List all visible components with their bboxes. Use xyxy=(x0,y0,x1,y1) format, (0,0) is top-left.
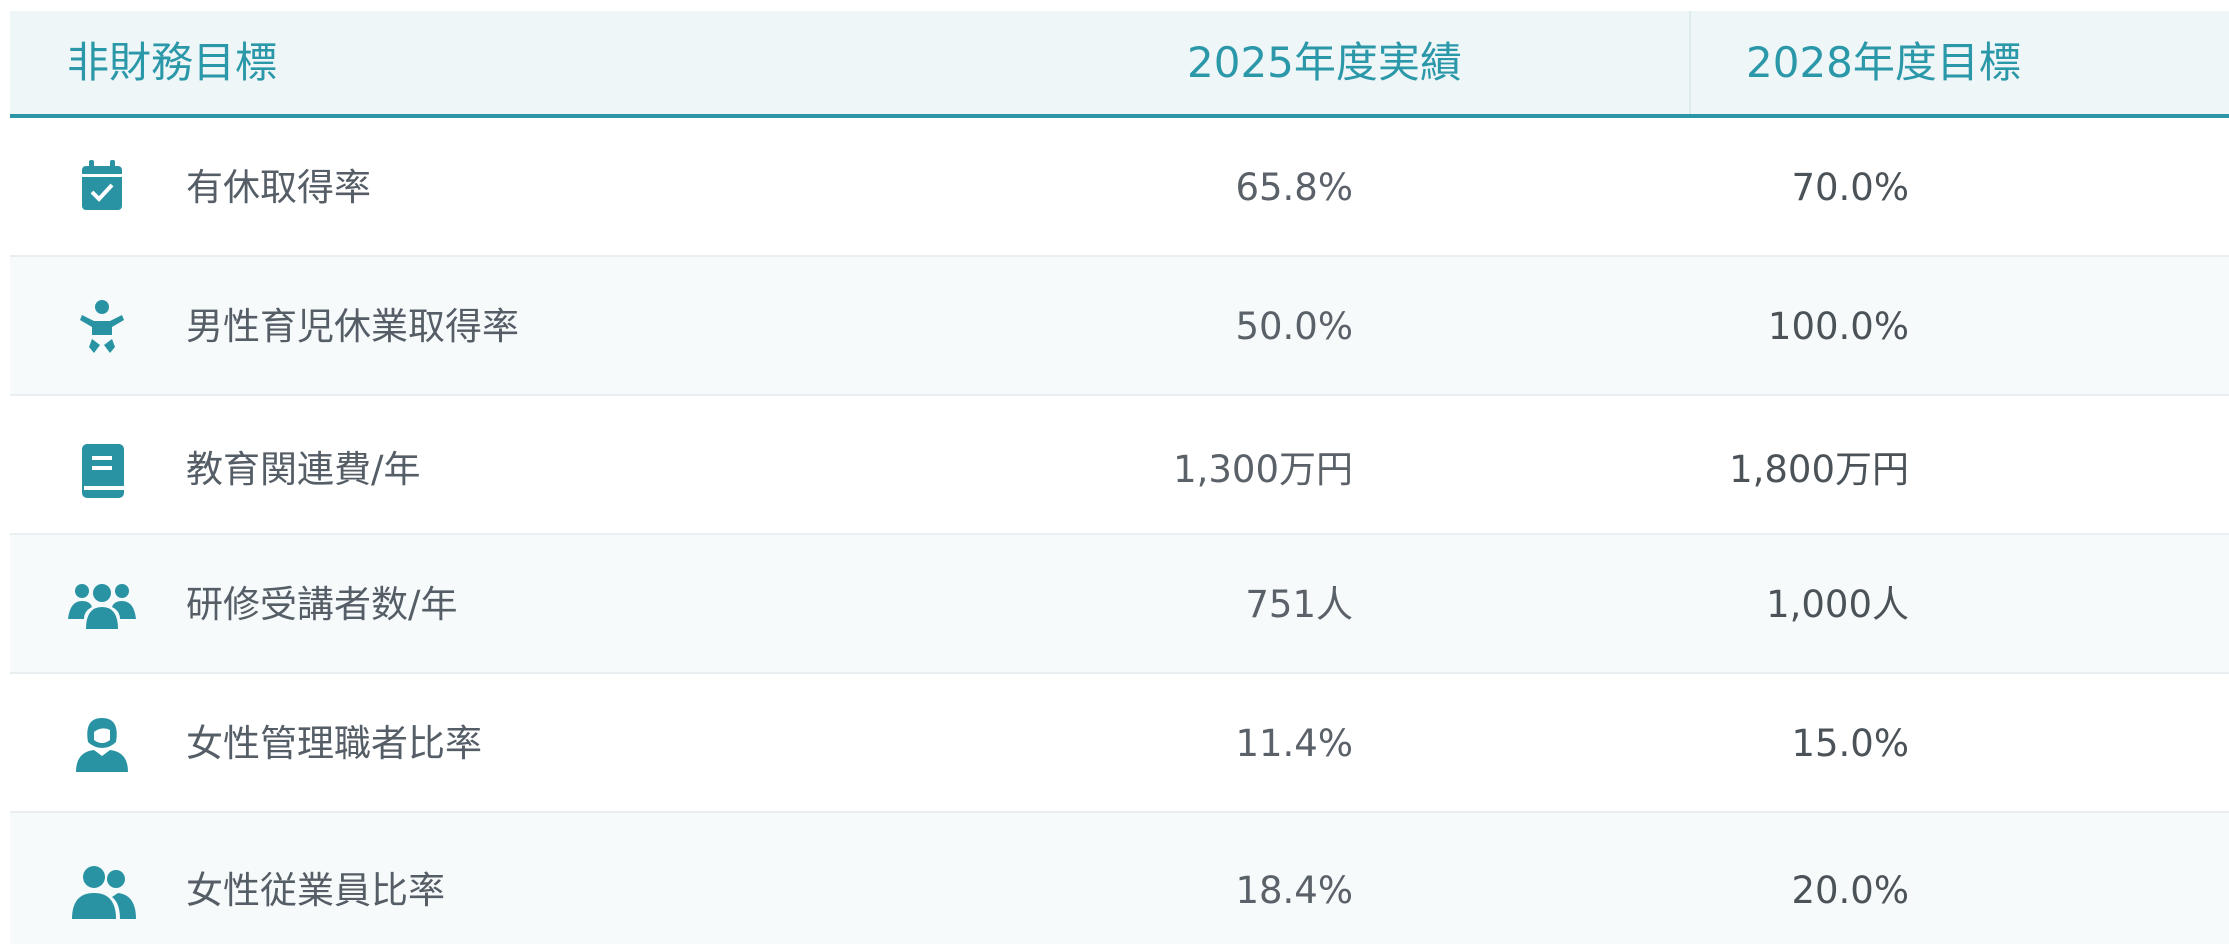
actual-value: 65.8% xyxy=(1235,165,1353,209)
actual-value: 751人 xyxy=(1245,582,1353,626)
row-icon xyxy=(80,299,124,353)
actual-value: 18.4% xyxy=(1235,868,1353,912)
header-divider xyxy=(1689,11,1691,114)
target-value: 1,000人 xyxy=(1766,582,1909,626)
target-value: 15.0% xyxy=(1791,721,1909,765)
target-value: 70.0% xyxy=(1791,165,1909,209)
row-icon xyxy=(68,583,136,629)
row-icon xyxy=(82,443,124,498)
table-row: 女性管理職者比率 11.4% 15.0% xyxy=(10,674,2229,813)
row-label: 教育関連費/年 xyxy=(186,447,421,491)
row-label: 女性管理職者比率 xyxy=(186,721,482,765)
table-row: 女性従業員比率 18.4% 20.0% xyxy=(10,813,2229,944)
actual-value: 50.0% xyxy=(1235,304,1353,348)
table-row: 教育関連費/年 1,300万円 1,800万円 xyxy=(10,396,2229,535)
table-row: 男性育児休業取得率 50.0% 100.0% xyxy=(10,257,2229,396)
row-icon xyxy=(82,159,122,210)
row-icon xyxy=(72,865,136,919)
table-header: 非財務目標 2025年度実績 2028年度目標 xyxy=(10,11,2229,118)
row-label: 研修受講者数/年 xyxy=(186,582,458,626)
table-row: 研修受講者数/年 751人 1,000人 xyxy=(10,535,2229,674)
row-label: 女性従業員比率 xyxy=(186,868,445,912)
metrics-table: 非財務目標 2025年度実績 2028年度目標 有休取得率 65.8% 70.0% 男… xyxy=(10,11,2229,944)
header-cell: 2028年度目標 xyxy=(1746,38,2021,87)
target-value: 1,800万円 xyxy=(1729,447,1909,491)
actual-value: 11.4% xyxy=(1235,721,1353,765)
row-label: 有休取得率 xyxy=(186,165,371,209)
actual-value: 1,300万円 xyxy=(1173,447,1353,491)
row-icon xyxy=(76,717,128,772)
table-row: 有休取得率 65.8% 70.0% xyxy=(10,118,2229,257)
row-label: 男性育児休業取得率 xyxy=(186,304,519,348)
target-value: 100.0% xyxy=(1767,304,1909,348)
header-cell: 2025年度実績 xyxy=(1187,38,1462,87)
target-value: 20.0% xyxy=(1791,868,1909,912)
header-cell: 非財務目標 xyxy=(67,38,278,87)
